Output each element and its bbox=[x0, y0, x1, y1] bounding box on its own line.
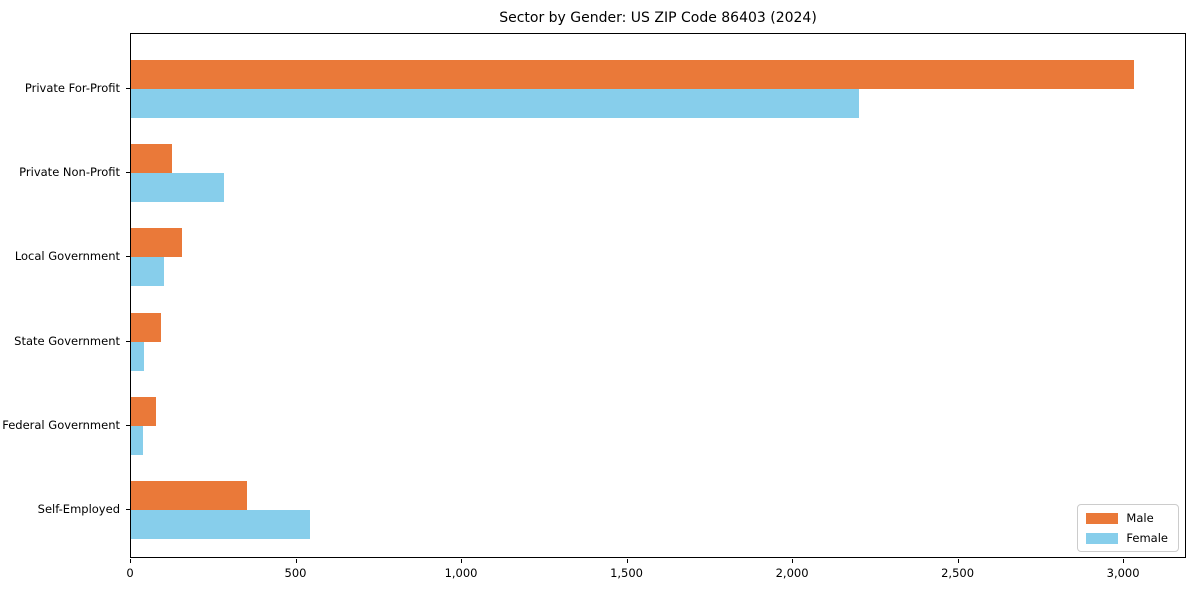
ytick-label-private-for-profit: Private For-Profit bbox=[24, 81, 120, 95]
xtick-mark-icon bbox=[1123, 559, 1125, 563]
bar-female-state-government bbox=[131, 341, 144, 371]
xtick-label-2-000: 2,000 bbox=[775, 566, 809, 580]
xtick-label-2-500: 2,500 bbox=[941, 566, 975, 580]
xtick-label-0: 0 bbox=[126, 566, 134, 580]
xtick-mark-icon bbox=[792, 559, 794, 563]
bar-female-private-non-profit bbox=[131, 173, 224, 203]
ytick-label-local-government: Local Government bbox=[14, 249, 120, 264]
bar-male-state-government bbox=[131, 312, 161, 342]
legend-swatch-male-icon bbox=[1086, 512, 1119, 524]
legend-swatch-female-icon bbox=[1086, 532, 1119, 544]
bar-male-private-non-profit bbox=[131, 144, 172, 174]
xtick-label-1-000: 1,000 bbox=[444, 566, 478, 580]
xtick-label-500: 500 bbox=[284, 566, 307, 580]
ytick-mark-icon bbox=[126, 88, 130, 89]
bar-female-local-government bbox=[131, 257, 164, 287]
ytick-mark-icon bbox=[126, 172, 130, 174]
legend-item-male: Male bbox=[1086, 511, 1168, 525]
xtick-mark-icon bbox=[130, 559, 131, 563]
bar-female-self-employed bbox=[131, 510, 310, 539]
legend-label-female: Female bbox=[1126, 531, 1168, 545]
ytick-label-self-employed: Self-Employed bbox=[37, 502, 120, 516]
legend: Male Female bbox=[1077, 504, 1179, 552]
xtick-label-1-500: 1,500 bbox=[610, 566, 644, 580]
chart-title: Sector by Gender: US ZIP Code 86403 (202… bbox=[499, 10, 817, 26]
plot-area: Male Female bbox=[130, 33, 1186, 558]
bar-male-federal-government bbox=[131, 396, 156, 426]
ytick-mark-icon bbox=[126, 340, 130, 342]
xtick-mark-icon bbox=[461, 559, 463, 563]
bar-female-federal-government bbox=[131, 425, 143, 455]
ytick-mark-icon bbox=[126, 509, 130, 510]
bar-male-self-employed bbox=[131, 481, 247, 510]
legend-item-female: Female bbox=[1086, 531, 1168, 545]
bar-male-local-government bbox=[131, 228, 182, 258]
ytick-mark-icon bbox=[126, 256, 130, 258]
xtick-mark-icon bbox=[626, 559, 628, 563]
xtick-mark-icon bbox=[295, 559, 297, 563]
legend-label-male: Male bbox=[1126, 511, 1154, 525]
ytick-label-state-government: State Government bbox=[14, 333, 120, 348]
ytick-mark-icon bbox=[126, 424, 130, 426]
ytick-label-federal-government: Federal Government bbox=[2, 417, 120, 432]
bar-female-private-for-profit bbox=[131, 89, 859, 118]
ytick-label-private-non-profit: Private Non-Profit bbox=[19, 165, 120, 180]
xtick-mark-icon bbox=[957, 559, 959, 563]
xtick-label-3-000: 3,000 bbox=[1106, 566, 1140, 580]
bar-male-private-for-profit bbox=[131, 60, 1134, 89]
